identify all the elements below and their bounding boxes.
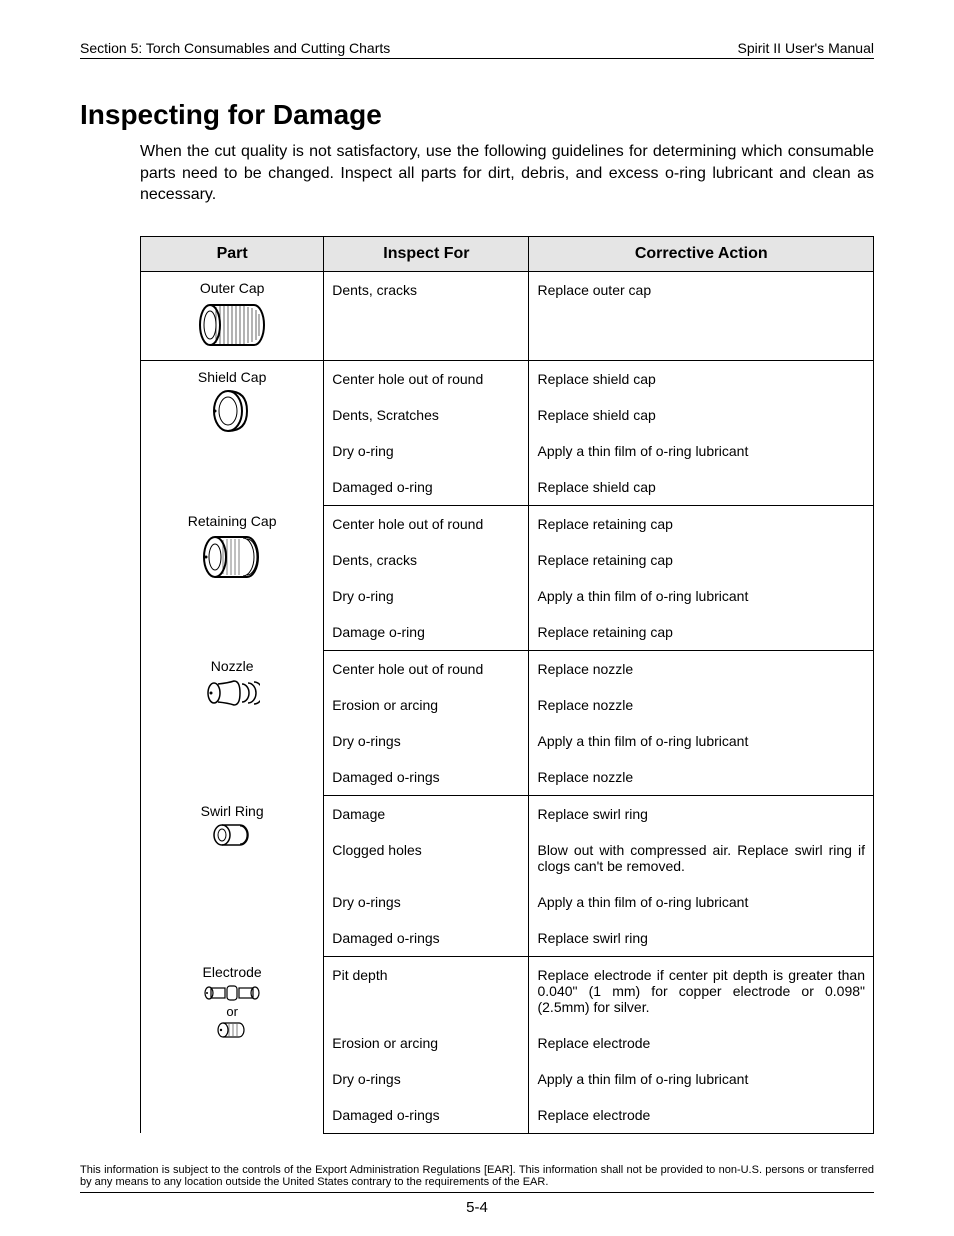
- action-cell: Apply a thin film of o-ring lubricant: [529, 433, 874, 469]
- part-label: Electrode: [149, 964, 315, 980]
- running-header: Section 5: Torch Consumables and Cutting…: [80, 40, 874, 59]
- outer-cap-icon: [192, 300, 272, 350]
- inspect-cell: Damaged o-ring: [324, 469, 529, 506]
- action-cell: Apply a thin film of o-ring lubricant: [529, 723, 874, 759]
- inspect-cell: Center hole out of round: [324, 360, 529, 397]
- inspect-cell: Center hole out of round: [324, 505, 529, 542]
- action-cell: Replace swirl ring: [529, 795, 874, 832]
- inspect-cell: Dents, cracks: [324, 542, 529, 578]
- page: Section 5: Torch Consumables and Cutting…: [0, 0, 954, 1236]
- part-label: Swirl Ring: [149, 803, 315, 819]
- action-cell: Apply a thin film of o-ring lubricant: [529, 1061, 874, 1097]
- action-cell: Replace retaining cap: [529, 542, 874, 578]
- header-right: Spirit II User's Manual: [738, 40, 875, 56]
- action-cell: Replace electrode: [529, 1097, 874, 1134]
- part-cell-retaining-cap: Retaining Cap: [141, 505, 324, 650]
- action-cell: Replace shield cap: [529, 360, 874, 397]
- page-title: Inspecting for Damage: [80, 99, 874, 131]
- action-cell: Replace shield cap: [529, 469, 874, 506]
- inspect-cell: Dry o-ring: [324, 578, 529, 614]
- electrode-b-icon: [215, 1021, 249, 1039]
- inspect-cell: Erosion or arcing: [324, 1025, 529, 1061]
- inspect-cell: Dents, cracks: [324, 271, 529, 360]
- inspect-cell: Clogged holes: [324, 832, 529, 884]
- inspect-cell: Damage o-ring: [324, 614, 529, 651]
- table-row: Retaining Cap: [141, 505, 874, 542]
- header-left: Section 5: Torch Consumables and Cutting…: [80, 40, 390, 56]
- action-cell: Apply a thin film of o-ring lubricant: [529, 578, 874, 614]
- table-row: Outer Cap: [141, 271, 874, 360]
- action-cell: Apply a thin film of o-ring lubricant: [529, 884, 874, 920]
- inspect-cell: Damage: [324, 795, 529, 832]
- col-action: Corrective Action: [529, 236, 874, 271]
- part-cell-outer-cap: Outer Cap: [141, 271, 324, 360]
- inspect-cell: Pit depth: [324, 956, 529, 1025]
- action-cell: Blow out with compressed air. Replace sw…: [529, 832, 874, 884]
- part-cell-nozzle: Nozzle: [141, 650, 324, 795]
- inspect-cell: Damaged o-rings: [324, 759, 529, 796]
- inspection-table-wrap: Part Inspect For Corrective Action Outer…: [140, 236, 874, 1134]
- action-cell: Replace outer cap: [529, 271, 874, 360]
- intro-paragraph: When the cut quality is not satisfactory…: [140, 141, 874, 206]
- swirl-ring-icon: [210, 823, 254, 847]
- part-cell-electrode: Electrode or: [141, 956, 324, 1133]
- inspect-cell: Dry o-ring: [324, 433, 529, 469]
- part-cell-shield-cap: Shield Cap: [141, 360, 324, 505]
- electrode-a-icon: [202, 984, 262, 1002]
- table-row: Swirl Ring Damage Replace swirl ring: [141, 795, 874, 832]
- inspect-cell: Dry o-rings: [324, 884, 529, 920]
- action-cell: Replace shield cap: [529, 397, 874, 433]
- shield-cap-icon: [207, 389, 257, 433]
- inspect-cell: Damaged o-rings: [324, 920, 529, 957]
- action-cell: Replace retaining cap: [529, 505, 874, 542]
- part-label: Retaining Cap: [149, 513, 315, 529]
- inspect-cell: Center hole out of round: [324, 650, 529, 687]
- part-sublabel: or: [149, 1004, 315, 1019]
- action-cell: Replace retaining cap: [529, 614, 874, 651]
- col-part: Part: [141, 236, 324, 271]
- table-row: Nozzle Center hole out of round Replace …: [141, 650, 874, 687]
- export-footer: This information is subject to the contr…: [80, 1164, 874, 1193]
- page-number: 5-4: [80, 1199, 874, 1216]
- inspect-cell: Erosion or arcing: [324, 687, 529, 723]
- part-label: Shield Cap: [149, 369, 315, 385]
- nozzle-icon: [204, 678, 260, 708]
- inspection-table: Part Inspect For Corrective Action Outer…: [140, 236, 874, 1134]
- action-cell: Replace swirl ring: [529, 920, 874, 957]
- action-cell: Replace electrode if center pit depth is…: [529, 956, 874, 1025]
- inspect-cell: Dents, Scratches: [324, 397, 529, 433]
- inspect-cell: Damaged o-rings: [324, 1097, 529, 1134]
- action-cell: Replace nozzle: [529, 759, 874, 796]
- table-row: Shield Cap Center hole out of round Repl…: [141, 360, 874, 397]
- inspect-cell: Dry o-rings: [324, 723, 529, 759]
- table-row: Electrode or: [141, 956, 874, 1025]
- part-cell-swirl-ring: Swirl Ring: [141, 795, 324, 956]
- col-inspect: Inspect For: [324, 236, 529, 271]
- action-cell: Replace electrode: [529, 1025, 874, 1061]
- table-header-row: Part Inspect For Corrective Action: [141, 236, 874, 271]
- retaining-cap-icon: [197, 533, 267, 581]
- inspect-cell: Dry o-rings: [324, 1061, 529, 1097]
- part-label: Outer Cap: [149, 280, 315, 296]
- action-cell: Replace nozzle: [529, 650, 874, 687]
- part-label: Nozzle: [149, 658, 315, 674]
- action-cell: Replace nozzle: [529, 687, 874, 723]
